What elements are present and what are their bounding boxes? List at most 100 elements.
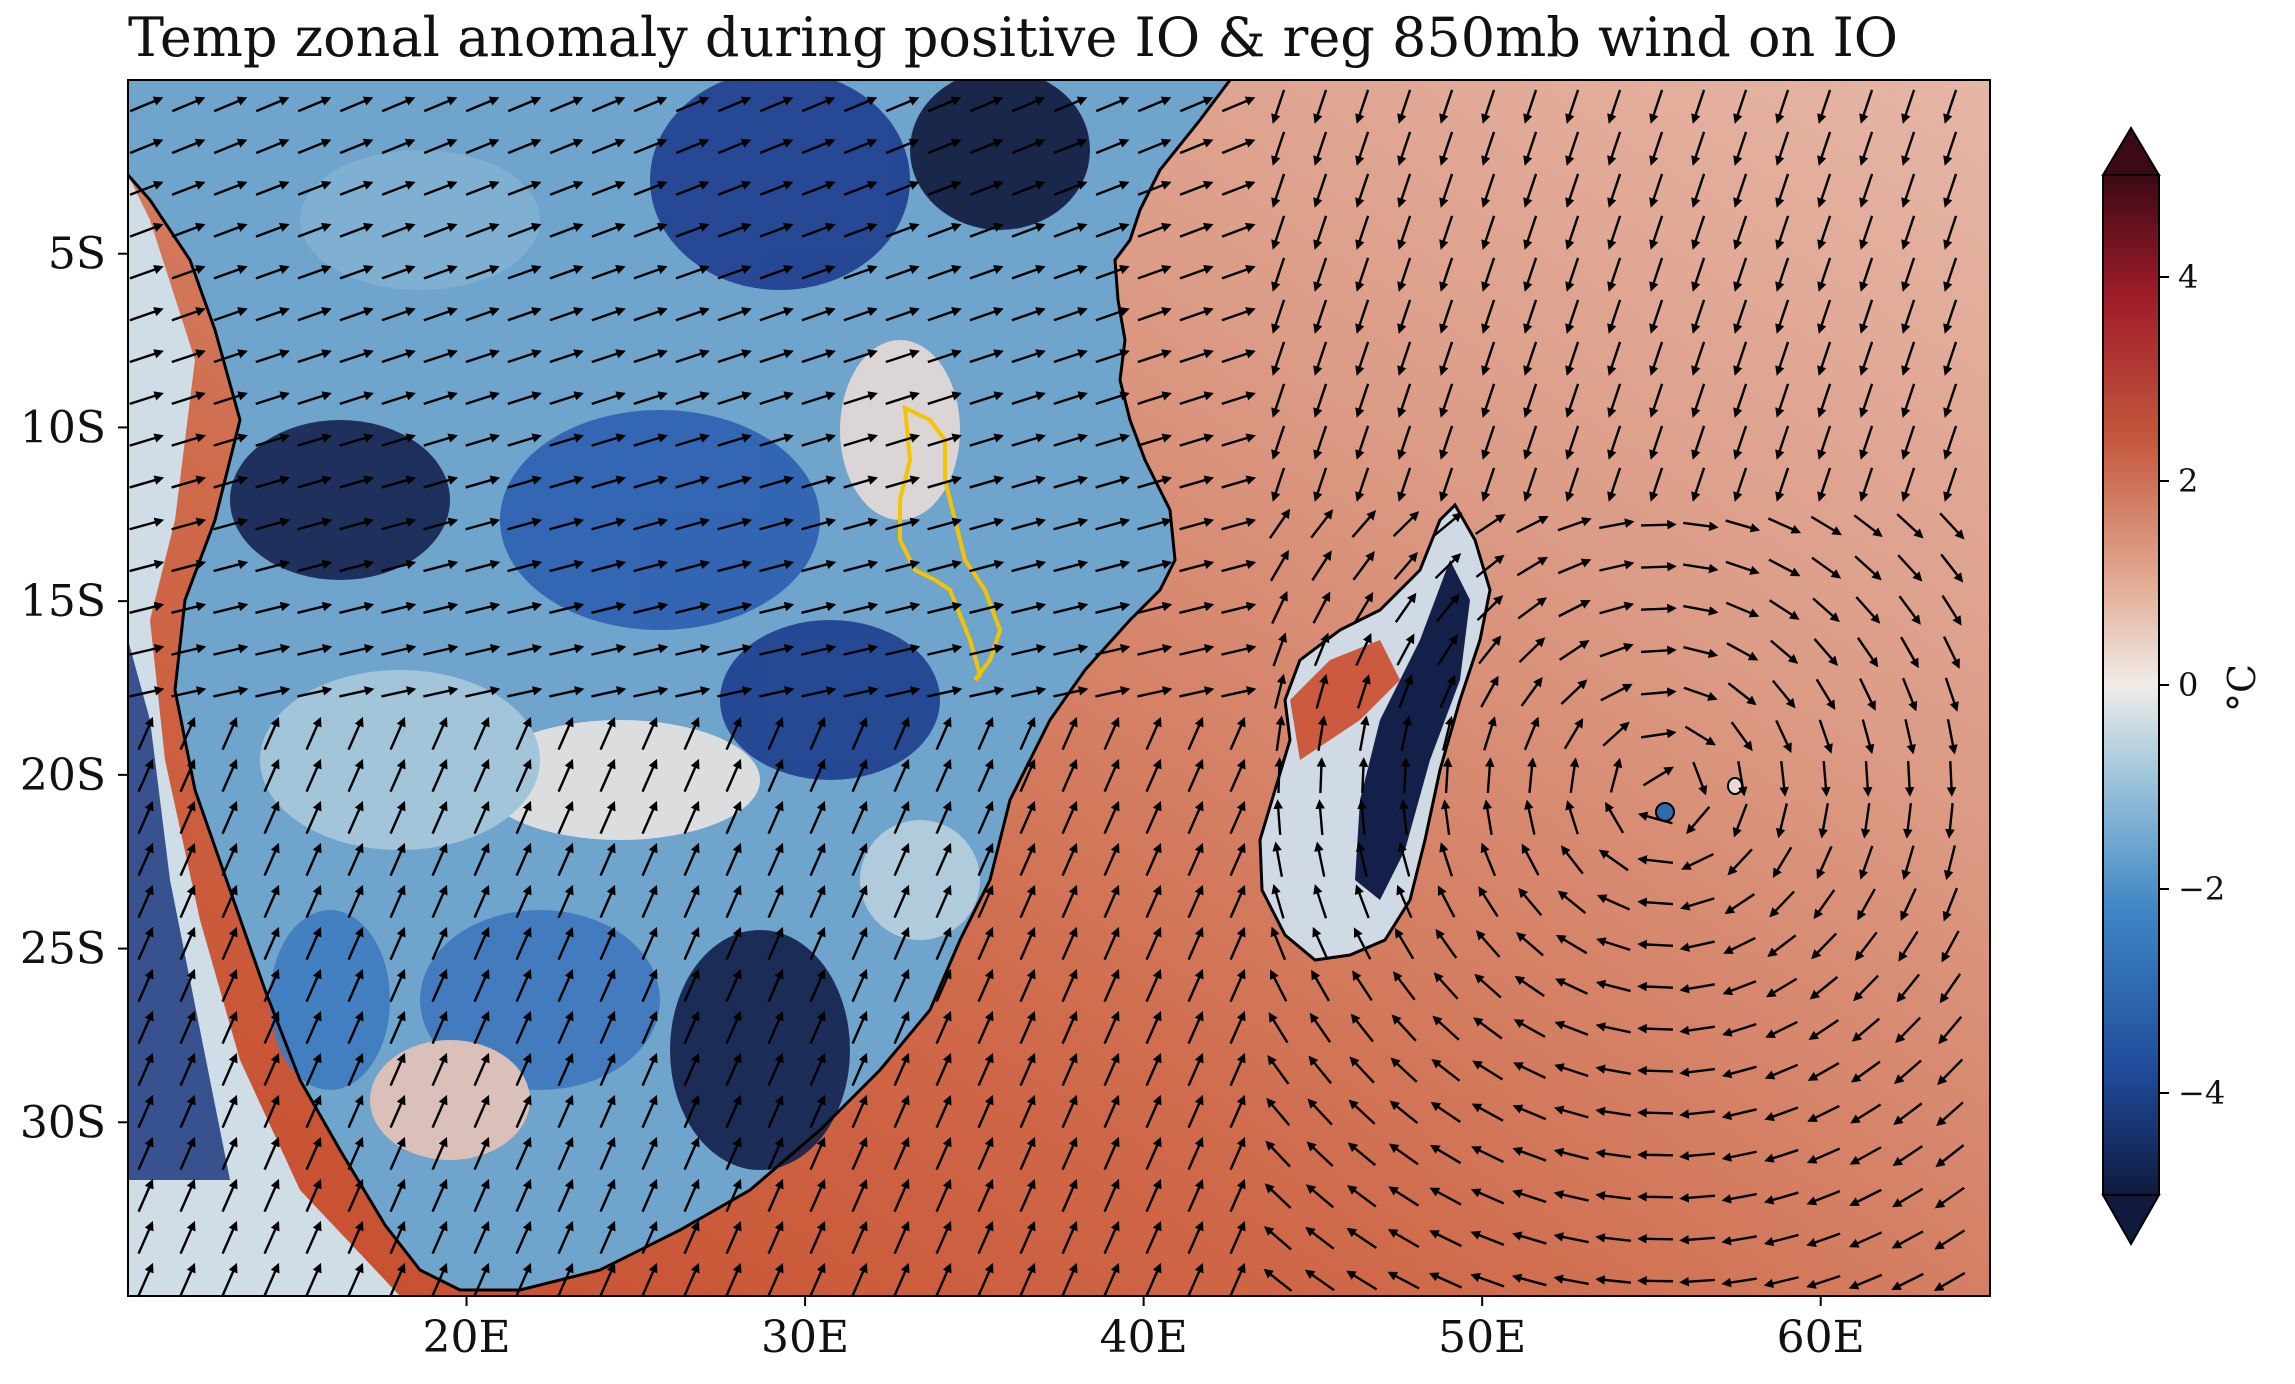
wind-arrow xyxy=(1640,519,1677,530)
wind-arrow xyxy=(1898,930,1919,962)
wind-arrow xyxy=(1272,841,1284,877)
wind-arrow xyxy=(1310,509,1334,539)
wind-arrow xyxy=(171,222,206,238)
wind-arrow xyxy=(885,349,920,364)
wind-arrow xyxy=(1271,591,1288,624)
wind-arrow xyxy=(221,842,238,877)
wind-arrow xyxy=(1019,884,1036,919)
wind-arrow xyxy=(1523,215,1538,250)
wind-arrow xyxy=(1775,467,1790,502)
wind-arrow xyxy=(801,475,837,489)
wind-arrow xyxy=(137,758,154,793)
wind-arrow xyxy=(465,307,500,322)
wind-arrow xyxy=(633,96,668,113)
wind-arrow xyxy=(683,716,700,751)
wind-arrow xyxy=(507,686,543,698)
wind-arrow xyxy=(1179,644,1215,656)
wind-arrow xyxy=(1896,973,1920,1003)
wind-arrow xyxy=(1607,467,1622,502)
wind-arrow xyxy=(1809,975,1839,1000)
wind-arrow xyxy=(633,644,669,656)
wind-arrow xyxy=(1179,222,1214,238)
wind-arrow xyxy=(885,517,921,531)
wind-arrow xyxy=(129,265,164,280)
wind-arrow xyxy=(1145,1010,1162,1045)
mauritius-island xyxy=(1727,777,1743,795)
wind-arrow xyxy=(809,926,826,961)
wind-arrow xyxy=(717,180,752,196)
wind-arrow xyxy=(1053,96,1088,113)
wind-arrow xyxy=(1733,383,1748,418)
wind-arrow xyxy=(305,1010,322,1045)
wind-arrow xyxy=(381,138,416,155)
wind-arrow xyxy=(1640,645,1677,656)
wind-arrow xyxy=(1271,173,1286,208)
wind-arrow xyxy=(1478,886,1499,918)
wind-arrow xyxy=(1271,299,1286,334)
wind-arrow xyxy=(1273,799,1284,836)
wind-arrow xyxy=(1901,131,1916,166)
wind-arrow xyxy=(297,559,333,573)
wind-arrow xyxy=(809,758,826,793)
wind-arrow xyxy=(935,842,952,877)
wind-arrow xyxy=(1595,1022,1631,1034)
wind-arrow xyxy=(885,601,921,615)
wind-arrow xyxy=(1481,341,1496,376)
wind-arrow xyxy=(515,758,532,793)
wind-arrow xyxy=(1229,716,1246,751)
wind-arrow xyxy=(1273,673,1287,709)
wind-arrow xyxy=(725,842,742,877)
wind-arrow xyxy=(1683,646,1719,659)
wind-arrow xyxy=(423,433,458,447)
wind-arrow xyxy=(843,180,878,196)
wind-arrow xyxy=(1943,383,1958,418)
wind-arrow xyxy=(347,800,364,835)
wind-arrow xyxy=(1442,757,1453,794)
wind-arrow xyxy=(465,686,501,698)
wind-arrow xyxy=(1901,383,1916,418)
wind-arrow xyxy=(1733,341,1748,376)
wind-arrow xyxy=(1351,510,1377,538)
wind-arrow xyxy=(633,686,669,698)
wind-arrow xyxy=(507,644,543,656)
wind-arrow xyxy=(1943,257,1958,292)
wind-arrow xyxy=(1903,802,1913,839)
wind-arrow xyxy=(1400,715,1412,751)
wind-arrow xyxy=(1313,89,1328,124)
wind-arrow xyxy=(1481,467,1496,502)
wind-arrow xyxy=(1557,890,1587,915)
wind-arrow xyxy=(179,926,196,961)
wind-arrow xyxy=(1812,597,1840,623)
wind-arrow xyxy=(1053,180,1088,196)
wind-arrow xyxy=(1229,758,1246,793)
wind-arrow xyxy=(1095,559,1131,573)
wind-arrow xyxy=(129,180,164,196)
wind-arrow xyxy=(263,968,280,1003)
wind-arrow xyxy=(1397,467,1412,502)
wind-arrow xyxy=(843,517,879,531)
wind-arrow xyxy=(515,842,532,877)
wind-arrow xyxy=(1859,467,1874,502)
wind-arrow xyxy=(339,601,375,615)
wind-arrow xyxy=(339,307,374,322)
wind-arrow xyxy=(1137,517,1173,531)
wind-arrow xyxy=(129,517,165,531)
wind-arrow xyxy=(1817,215,1832,250)
wind-arrow xyxy=(1270,926,1287,961)
wind-arrow xyxy=(465,391,500,405)
wind-arrow xyxy=(515,926,532,961)
wind-arrow xyxy=(885,475,921,489)
wind-arrow xyxy=(305,968,322,1003)
wind-arrow xyxy=(1011,180,1046,196)
wind-arrow xyxy=(1053,517,1089,531)
wind-arrow xyxy=(843,559,879,573)
wind-arrow xyxy=(801,559,837,573)
wind-arrow xyxy=(717,96,752,113)
wind-arrow xyxy=(1605,801,1625,834)
wind-arrow xyxy=(1942,887,1958,922)
wind-arrow xyxy=(1817,383,1832,418)
wind-arrow xyxy=(1557,517,1592,532)
wind-arrow xyxy=(977,842,994,877)
wind-arrow xyxy=(213,96,248,113)
wind-arrow xyxy=(171,138,206,155)
